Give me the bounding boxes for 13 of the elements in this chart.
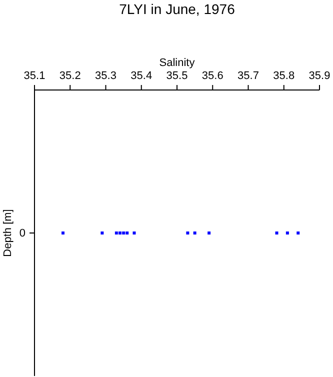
y-tick-label: 0	[19, 228, 26, 240]
x-tick-label: 35.7	[238, 70, 259, 82]
chart-title: 7LYI in June, 1976	[119, 1, 236, 17]
x-tick-label: 35.4	[130, 70, 152, 82]
x-tick-label: 35.8	[273, 70, 295, 82]
y-axis-title: Depth [m]	[2, 209, 14, 257]
x-tick-label: 35.1	[24, 70, 46, 82]
x-tick-label: 35.6	[202, 70, 224, 82]
x-tick-label: 35.3	[95, 70, 116, 82]
x-tick-label: 35.5	[166, 70, 188, 82]
x-tick-label: 35.9	[308, 70, 330, 82]
x-axis-title: Salinity	[159, 57, 196, 69]
x-tick-label: 35.2	[59, 70, 81, 82]
